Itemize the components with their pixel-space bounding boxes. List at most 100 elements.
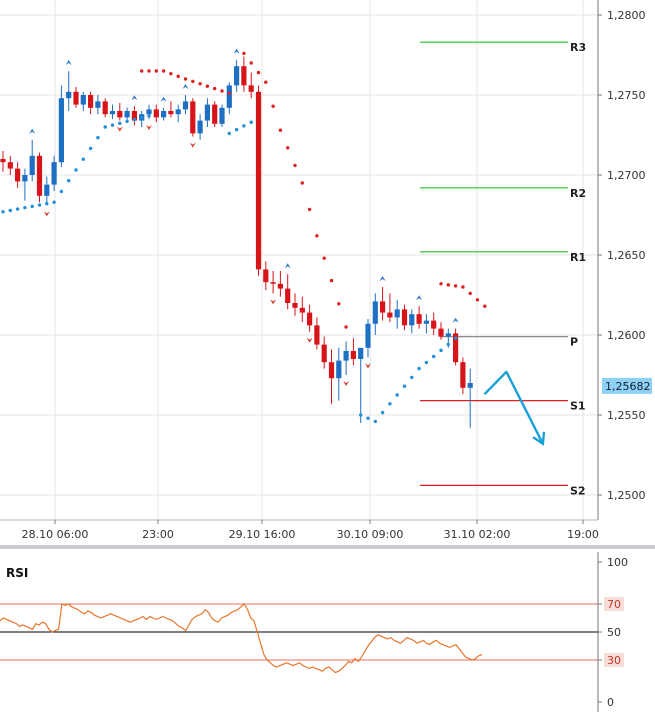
sar-dot: [234, 127, 239, 132]
fractal-down-marker: [343, 381, 350, 386]
sar-dot: [8, 208, 12, 213]
candle: [277, 271, 283, 297]
sar-dot: [359, 413, 363, 417]
rsi-tick-label: 50: [607, 626, 621, 639]
candle-body: [66, 91, 72, 99]
candle-body: [401, 309, 408, 326]
rsi-line: [0, 603, 483, 674]
candle-body: [58, 98, 64, 163]
candle-body: [314, 325, 320, 345]
candle: [299, 296, 305, 323]
sar-dot: [286, 146, 290, 150]
sar-dot: [417, 366, 421, 371]
fractal-up-marker: [416, 295, 423, 301]
sar-dot: [213, 86, 217, 91]
candle: [190, 98, 196, 137]
candle-body: [131, 111, 137, 121]
candle: [73, 87, 79, 108]
candle: [372, 293, 378, 335]
candle-body: [365, 323, 371, 348]
sar-dot: [161, 69, 166, 73]
candle-body: [328, 362, 335, 379]
candle-body: [277, 283, 283, 289]
pivot-label-p: P: [570, 336, 578, 349]
sar-dot: [147, 114, 151, 118]
sar-dot: [205, 84, 210, 88]
candle: [460, 357, 466, 395]
candle-body: [445, 333, 451, 337]
candle-body: [29, 155, 35, 175]
sar-dot: [52, 200, 56, 204]
sar-dot: [198, 82, 202, 86]
candle: [401, 304, 408, 331]
sar-dot: [453, 284, 458, 288]
candle: [197, 114, 203, 140]
sar-dot: [380, 410, 385, 415]
candle: [15, 162, 21, 188]
candle: [109, 104, 116, 119]
candlestick-series: [0, 56, 473, 428]
sar-dot: [329, 278, 334, 283]
price-tick-label: 1,2800: [607, 9, 646, 22]
sar-dot: [249, 61, 253, 65]
candle-body: [423, 320, 429, 324]
candle-body: [358, 347, 364, 359]
candle-body: [241, 66, 247, 86]
sar-dot: [432, 354, 436, 359]
candle: [321, 336, 327, 369]
fractal-up-marker: [284, 263, 291, 269]
sar-dot: [59, 189, 64, 194]
candle-body: [336, 360, 342, 379]
fractal-up-marker: [233, 48, 240, 54]
sar-dot: [461, 285, 465, 289]
fractal-up-marker: [379, 276, 386, 281]
price-tick-label: 1,2550: [607, 409, 646, 422]
candle: [336, 347, 342, 401]
price-tick-label: 1,2600: [607, 329, 646, 342]
sar-dot: [30, 204, 34, 209]
candle-body: [467, 383, 473, 388]
sar-dot: [169, 71, 173, 76]
candle: [358, 347, 364, 423]
fractal-up-marker: [29, 128, 36, 134]
candle-body: [44, 184, 50, 196]
candle-body: [0, 159, 6, 163]
sar-dot: [67, 179, 71, 183]
candle: [387, 293, 393, 323]
candle-body: [438, 328, 444, 337]
fractal-down-marker: [306, 337, 313, 343]
candle: [80, 91, 86, 111]
panel-separator: [0, 545, 655, 549]
candle-body: [350, 351, 356, 359]
candle-body: [95, 101, 101, 108]
candle-body: [394, 309, 400, 318]
candle-body: [153, 109, 159, 118]
sar-dot: [395, 393, 399, 397]
candle: [307, 304, 313, 332]
candle: [22, 168, 28, 201]
pivot-levels: R3 R2 R1 P S1 S2: [420, 41, 586, 497]
candle: [423, 314, 429, 334]
candle: [380, 287, 386, 321]
time-tick-label: 31.10 02:00: [444, 528, 511, 541]
price-axis: 1,2800 1,2750 1,2700 1,2650 1,2600 1,2550 1,25…: [0, 0, 652, 541]
candle: [204, 98, 210, 127]
sar-dot: [271, 104, 275, 108]
sar-dot: [410, 375, 414, 380]
sar-dot: [249, 120, 253, 124]
time-tick-label: 23:00: [142, 528, 174, 541]
sar-dot: [140, 69, 144, 73]
rsi-tick-label: 0: [607, 696, 614, 709]
pivot-label-s1: S1: [570, 400, 586, 413]
price-grid: [0, 0, 598, 520]
candle: [365, 319, 371, 358]
candle: [117, 103, 123, 121]
candle-body: [182, 101, 189, 110]
sar-dot: [475, 298, 480, 302]
candle: [248, 72, 254, 99]
candle: [409, 309, 415, 334]
candle-body: [416, 314, 422, 324]
candle: [438, 322, 444, 340]
candle-body: [7, 162, 13, 169]
candle: [153, 104, 159, 123]
